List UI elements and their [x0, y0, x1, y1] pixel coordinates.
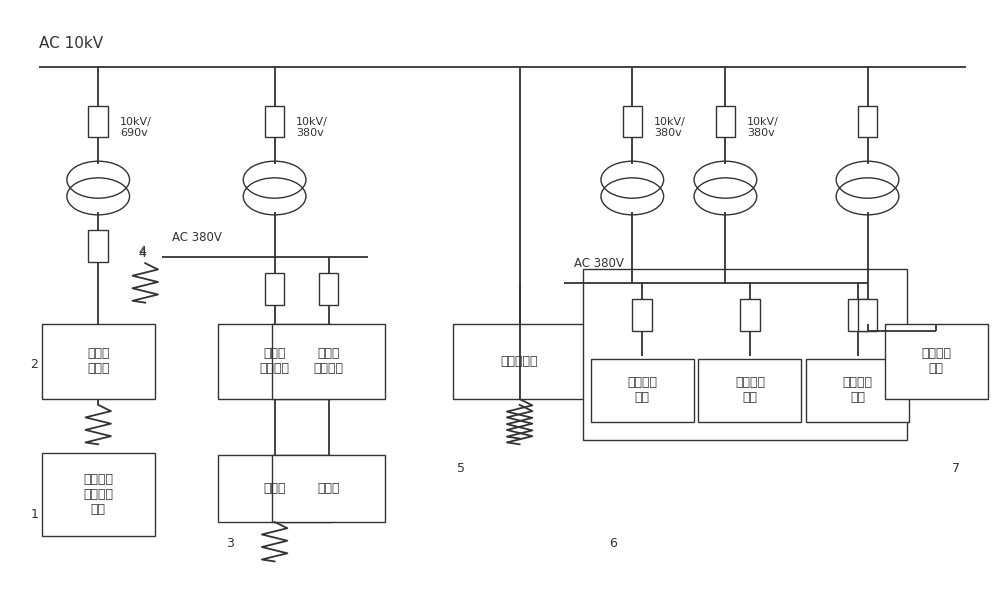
Bar — [42, 453, 155, 536]
Text: 1: 1 — [31, 508, 38, 521]
Bar — [740, 299, 760, 331]
Bar — [858, 299, 877, 331]
Text: 储能双
向变流器: 储能双 向变流器 — [260, 348, 290, 375]
Text: 柴油发电机: 柴油发电机 — [501, 355, 538, 368]
Bar — [272, 455, 385, 522]
Bar — [622, 106, 642, 137]
Text: 全功率
变流器: 全功率 变流器 — [87, 348, 109, 375]
Text: 10kV/
380v: 10kV/ 380v — [296, 116, 328, 138]
Bar — [272, 324, 385, 399]
Text: 3: 3 — [227, 537, 234, 550]
Bar — [848, 299, 868, 331]
Bar — [453, 324, 586, 399]
Text: 4: 4 — [138, 245, 146, 258]
Text: 海水淡化
装置: 海水淡化 装置 — [627, 376, 657, 404]
Bar — [806, 359, 909, 422]
Text: 海水淡化
装置: 海水淡化 装置 — [843, 376, 873, 404]
Bar — [858, 106, 877, 137]
Text: 海水淡化
装置: 海水淡化 装置 — [735, 376, 765, 404]
Text: 10kV/
690v: 10kV/ 690v — [120, 116, 152, 138]
Text: 5: 5 — [457, 462, 465, 475]
Bar — [583, 269, 907, 440]
Bar — [218, 324, 331, 399]
Text: 蓄电池: 蓄电池 — [317, 482, 340, 495]
Bar — [42, 324, 155, 399]
Text: 蓄电池: 蓄电池 — [263, 482, 286, 495]
Bar — [885, 324, 988, 399]
Bar — [265, 106, 284, 137]
Text: AC 10kV: AC 10kV — [39, 36, 104, 51]
Text: 10kV/
380v: 10kV/ 380v — [654, 116, 686, 138]
Bar — [591, 359, 694, 422]
Bar — [265, 273, 284, 305]
Bar — [319, 273, 338, 305]
Text: 10kV/
380v: 10kV/ 380v — [747, 116, 779, 138]
Bar — [88, 230, 108, 262]
Text: 无功补偿
装置: 无功补偿 装置 — [921, 348, 951, 375]
Bar — [632, 299, 652, 331]
Text: 4: 4 — [138, 247, 146, 260]
Text: AC 380V: AC 380V — [574, 257, 623, 270]
Text: 2: 2 — [31, 358, 38, 371]
Bar — [716, 106, 735, 137]
Bar — [88, 106, 108, 137]
Text: 永磁直驱
风力发电
机组: 永磁直驱 风力发电 机组 — [83, 473, 113, 516]
Text: 6: 6 — [609, 537, 617, 550]
Text: 储能双
向变流器: 储能双 向变流器 — [314, 348, 344, 375]
Bar — [698, 359, 801, 422]
Bar — [218, 455, 331, 522]
Text: 7: 7 — [952, 462, 960, 475]
Text: AC 380V: AC 380V — [172, 231, 222, 244]
